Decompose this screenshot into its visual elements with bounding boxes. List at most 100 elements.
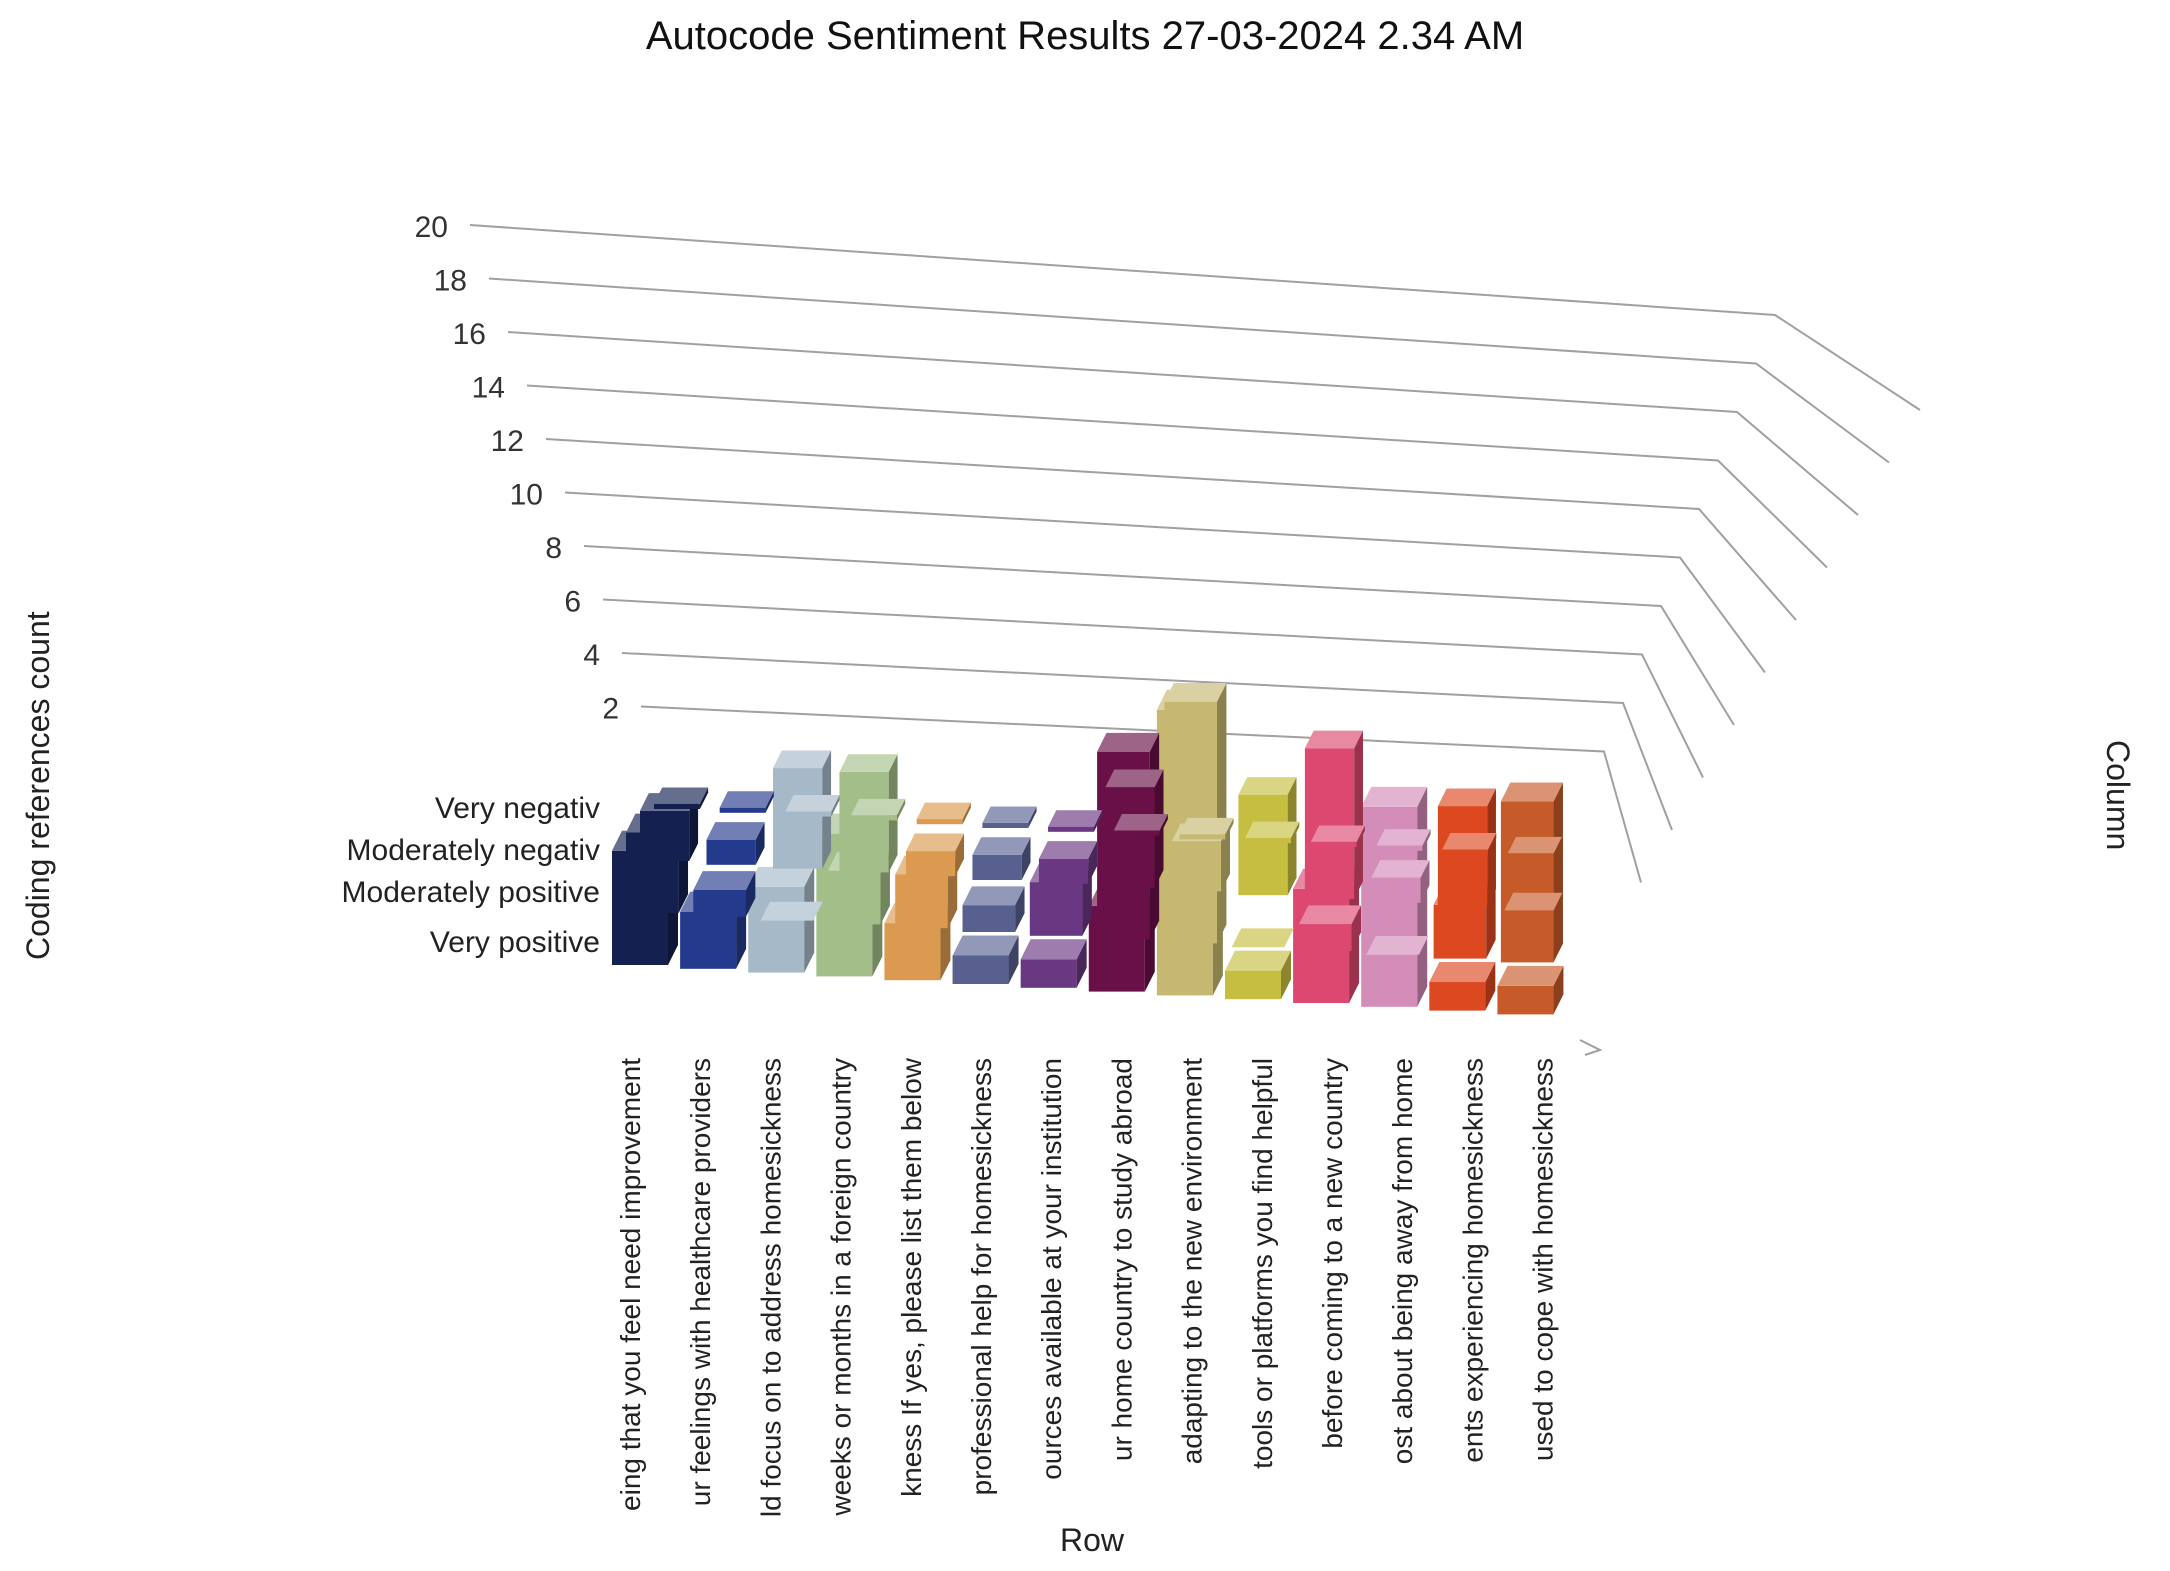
bar-front bbox=[1020, 959, 1077, 988]
bar-top bbox=[1048, 810, 1103, 827]
bar-front bbox=[1238, 794, 1288, 896]
bar-side bbox=[1280, 950, 1291, 1000]
bar-top bbox=[1179, 817, 1234, 835]
bar bbox=[972, 837, 1031, 880]
bar-side bbox=[1422, 829, 1431, 851]
bar bbox=[1020, 939, 1087, 988]
gridline bbox=[526, 384, 1828, 569]
bar-front bbox=[1299, 924, 1352, 951]
bar-top bbox=[1497, 965, 1564, 986]
bar-front bbox=[748, 886, 805, 973]
bar-front bbox=[654, 803, 700, 809]
bar bbox=[1048, 810, 1103, 832]
bar-side bbox=[1088, 841, 1098, 884]
bar-side bbox=[1485, 962, 1496, 1011]
bar bbox=[905, 833, 965, 877]
bar bbox=[1437, 788, 1496, 907]
bar-front bbox=[706, 839, 756, 865]
bar bbox=[952, 935, 1019, 984]
chart-title: Autocode Sentiment Results 27-03-2024 2.… bbox=[645, 14, 1525, 58]
bar-side bbox=[1159, 814, 1168, 836]
bar-top bbox=[1299, 905, 1362, 925]
bar-front bbox=[1304, 748, 1355, 899]
z-tick-label: 16 bbox=[453, 318, 486, 351]
bar bbox=[839, 754, 898, 873]
bar-top bbox=[1113, 814, 1168, 831]
category-tick-label: kness If yes, please list them below bbox=[896, 1057, 927, 1497]
category-tick-label: ost about being away from home bbox=[1387, 1058, 1418, 1464]
bar bbox=[772, 750, 832, 869]
bar bbox=[1429, 962, 1496, 1011]
bar-side bbox=[1217, 682, 1227, 944]
bar-front bbox=[982, 822, 1029, 828]
bar-top bbox=[1097, 732, 1160, 752]
bar-side bbox=[1486, 886, 1496, 959]
bar-front bbox=[1497, 985, 1554, 1015]
bar-front bbox=[1179, 834, 1226, 840]
bar-top bbox=[1310, 825, 1365, 842]
gridline bbox=[564, 491, 1766, 674]
bar-front bbox=[1038, 858, 1089, 884]
series-axis-label: Moderately negativ bbox=[347, 834, 600, 867]
bar-side bbox=[745, 871, 756, 917]
bar-front bbox=[1224, 970, 1281, 1000]
bar-front bbox=[1171, 841, 1222, 892]
bar-side bbox=[1028, 806, 1037, 828]
gridline bbox=[583, 545, 1735, 726]
bars bbox=[612, 682, 1564, 1015]
bar bbox=[1304, 730, 1363, 899]
z-tick-label: 10 bbox=[510, 479, 543, 512]
category-tick-label: used to cope with homesickness bbox=[1528, 1058, 1559, 1461]
bar-front bbox=[1113, 830, 1160, 836]
bar-side bbox=[1221, 823, 1230, 892]
bar-front bbox=[1500, 801, 1554, 963]
bar-front bbox=[827, 870, 881, 925]
bar-top bbox=[851, 798, 906, 816]
bar-side bbox=[1008, 935, 1019, 984]
bar bbox=[654, 787, 709, 809]
series-axis-label: Very positive bbox=[430, 926, 600, 959]
z-axis-title: Coding references count bbox=[20, 611, 56, 960]
series-axis-labels: Very negativ Moderately negativ Moderately… bbox=[342, 792, 600, 959]
bar-front bbox=[772, 768, 823, 869]
bar-top bbox=[1361, 786, 1428, 807]
bar bbox=[916, 802, 971, 825]
bar-side bbox=[1291, 821, 1300, 844]
bar-top bbox=[1245, 821, 1300, 839]
z-tick-label: 20 bbox=[415, 211, 448, 244]
series-axis-label: Moderately positive bbox=[342, 876, 600, 909]
bar bbox=[693, 871, 756, 917]
bar-front bbox=[1029, 882, 1083, 936]
bar bbox=[1504, 892, 1563, 911]
bar-front bbox=[1105, 787, 1155, 888]
bar-top bbox=[654, 787, 709, 804]
gridline bbox=[621, 652, 1673, 831]
bar-front bbox=[905, 851, 956, 877]
bar-top bbox=[1038, 841, 1098, 859]
bar-side bbox=[1488, 833, 1497, 855]
bar-front bbox=[952, 955, 1009, 984]
bar-top bbox=[1366, 936, 1429, 955]
category-tick-label: before coming to a new country bbox=[1317, 1058, 1348, 1449]
bar-front bbox=[962, 905, 1016, 932]
bar-side bbox=[1553, 836, 1562, 859]
bar-top bbox=[962, 886, 1025, 906]
bar bbox=[1442, 833, 1497, 855]
bar-front bbox=[719, 807, 766, 813]
bar-top bbox=[1429, 962, 1496, 983]
bar-side bbox=[831, 795, 840, 817]
bar-top bbox=[760, 901, 823, 921]
bar-front bbox=[1310, 841, 1357, 847]
bar-top bbox=[1437, 788, 1496, 807]
bar-front bbox=[895, 874, 948, 929]
bar bbox=[1245, 821, 1300, 844]
bar bbox=[1299, 905, 1362, 951]
row-axis-title: Row bbox=[1060, 1522, 1125, 1558]
category-tick-label: tools or platforms you find helpful bbox=[1247, 1058, 1278, 1469]
bar-front bbox=[1507, 853, 1554, 859]
gridline bbox=[507, 331, 1859, 516]
bar-top bbox=[772, 750, 832, 769]
bar-top bbox=[1105, 769, 1164, 788]
category-axis-labels: eing that you feel need improvement ur fe… bbox=[615, 1057, 1559, 1517]
